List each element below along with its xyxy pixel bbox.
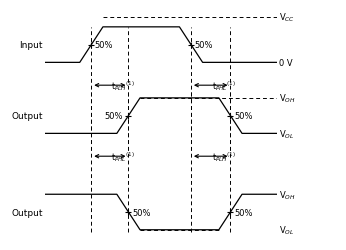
Text: t$_{PLH}$$^{(1)}$: t$_{PLH}$$^{(1)}$: [212, 150, 236, 164]
Text: 50%: 50%: [95, 41, 113, 50]
Text: Input: Input: [19, 41, 43, 50]
Text: t$_{PHL}$$^{(1)}$: t$_{PHL}$$^{(1)}$: [212, 79, 236, 93]
Text: 50%: 50%: [234, 112, 253, 121]
Text: V$_{OH}$: V$_{OH}$: [279, 188, 296, 201]
Text: t$_{PHL}$$^{(1)}$: t$_{PHL}$$^{(1)}$: [111, 150, 135, 164]
Text: 50%: 50%: [132, 208, 151, 217]
Text: V$_{OL}$: V$_{OL}$: [279, 224, 294, 236]
Text: Output: Output: [11, 208, 43, 217]
Text: 0 V: 0 V: [279, 58, 293, 68]
Text: t$_{PLH}$$^{(1)}$: t$_{PLH}$$^{(1)}$: [111, 79, 135, 93]
Text: V$_{CC}$: V$_{CC}$: [279, 12, 295, 24]
Text: V$_{OH}$: V$_{OH}$: [279, 92, 296, 105]
Text: Output: Output: [11, 112, 43, 121]
Text: 50%: 50%: [104, 112, 122, 121]
Text: 50%: 50%: [194, 41, 213, 50]
Text: V$_{OL}$: V$_{OL}$: [279, 128, 294, 140]
Text: 50%: 50%: [234, 208, 253, 217]
